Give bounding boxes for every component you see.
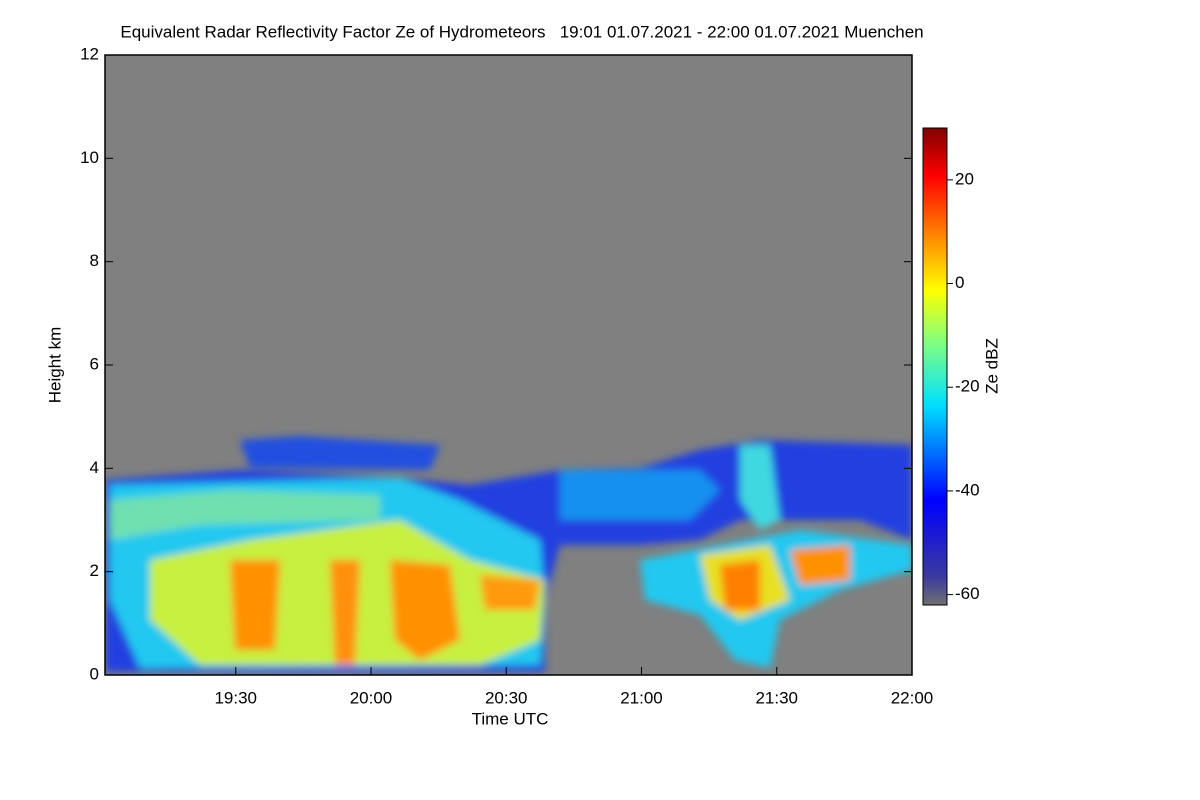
x-tick-label: 22:00 <box>891 688 934 707</box>
y-tick-label: 12 <box>80 44 99 63</box>
colorbar-tick-label: -60 <box>955 584 980 603</box>
x-tick-label: 21:00 <box>620 688 663 707</box>
y-tick-label: 4 <box>90 458 99 477</box>
x-tick-label: 20:00 <box>350 688 393 707</box>
colorbar-tick-label: -20 <box>955 377 980 396</box>
colorbar <box>922 127 948 606</box>
x-tick-label: 19:30 <box>214 688 257 707</box>
y-tick-label: 6 <box>90 354 99 373</box>
x-tick-label: 20:30 <box>485 688 528 707</box>
x-tick-label: 21:30 <box>755 688 798 707</box>
x-axis-label: Time UTC <box>472 709 549 728</box>
y-tick-label: 2 <box>90 561 99 580</box>
colorbar-tick-label: -40 <box>955 480 980 499</box>
colorbar-tick-label: 20 <box>955 169 974 188</box>
y-axis-label: Height km <box>45 327 64 404</box>
chart-title: Equivalent Radar Reflectivity Factor Ze … <box>120 22 923 41</box>
y-tick-label: 8 <box>90 251 99 270</box>
colorbar-label: Ze dBZ <box>982 338 1001 394</box>
y-tick-label: 0 <box>90 664 99 683</box>
radar-echo <box>105 436 912 672</box>
colorbar-tick-label: 0 <box>955 273 964 292</box>
y-tick-label: 10 <box>80 148 99 167</box>
